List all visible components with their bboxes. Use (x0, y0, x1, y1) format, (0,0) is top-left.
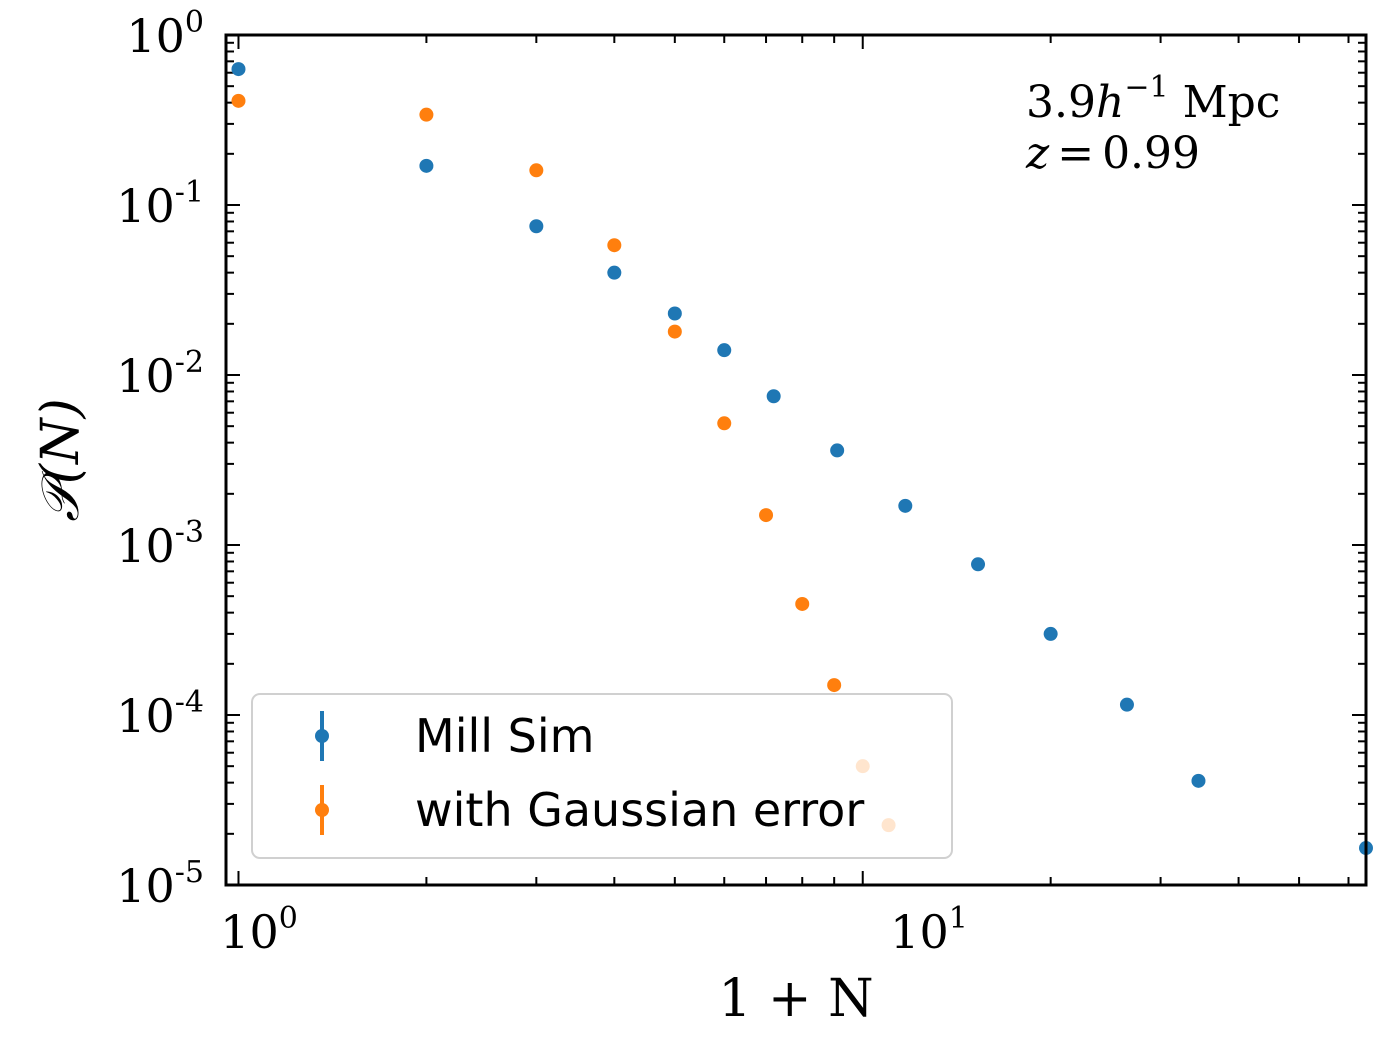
y-axis-title: 𝒫(N) (31, 398, 91, 522)
annotation-redshift: z = 0.99 (1025, 128, 1200, 179)
data-point-series-1-1 (419, 107, 434, 122)
annotation-scale: 3.9h−1 Mpc (1026, 70, 1280, 128)
data-point-series-0-1 (419, 158, 434, 173)
data-point-series-1-8 (827, 678, 842, 693)
data-points (231, 62, 1373, 856)
data-point-series-1-0 (231, 93, 246, 108)
data-point-series-0-11 (1119, 697, 1134, 712)
data-point-series-0-0 (231, 62, 246, 77)
legend-marker-gaussian-error (315, 785, 329, 835)
y-tick-label-2: 10-2 (116, 345, 204, 403)
annotation: 3.9h−1 Mpc z = 0.99 (1025, 70, 1280, 179)
series-0 (231, 62, 1373, 856)
x-tick-label-1: 101 (890, 901, 968, 959)
data-point-series-1-4 (667, 324, 682, 339)
data-point-series-0-4 (667, 306, 682, 321)
legend-box (251, 693, 953, 859)
y-tick-label-0: 100 (126, 5, 204, 63)
data-point-series-0-7 (830, 443, 845, 458)
data-point-series-0-5 (717, 343, 732, 358)
data-point-series-0-3 (607, 265, 622, 280)
plot-frame (224, 33, 1368, 887)
data-point-series-0-2 (529, 219, 544, 234)
y-tick-label-1: 10-1 (116, 175, 204, 233)
x-tick-labels: 100 101 (220, 901, 968, 959)
x-axis-title: 1 + N (718, 969, 873, 1029)
legend: Mill Sim with Gaussian error (251, 693, 953, 859)
x-tick-label-0: 100 (220, 901, 298, 959)
y-tick-label-5: 10-5 (116, 855, 204, 913)
data-point-series-1-2 (529, 163, 544, 178)
y-tick-label-4: 10-4 (116, 685, 204, 743)
legend-label-mill-sim: Mill Sim (415, 709, 594, 763)
data-point-series-1-5 (717, 416, 732, 431)
y-tick-label-3: 10-3 (116, 515, 204, 573)
data-point-series-1-3 (607, 238, 622, 253)
data-point-series-0-9 (971, 557, 986, 572)
data-point-series-0-10 (1043, 626, 1058, 641)
y-tick-labels: 100 10-1 10-2 10-3 10-4 10-5 (116, 5, 204, 913)
data-point-series-0-6 (766, 389, 781, 404)
legend-marker-mill-sim (315, 711, 329, 761)
data-point-series-1-6 (759, 508, 774, 523)
data-point-series-0-8 (898, 498, 913, 513)
legend-label-gaussian-error: with Gaussian error (415, 783, 864, 837)
data-point-series-1-7 (795, 596, 810, 611)
data-point-series-0-12 (1191, 773, 1206, 788)
